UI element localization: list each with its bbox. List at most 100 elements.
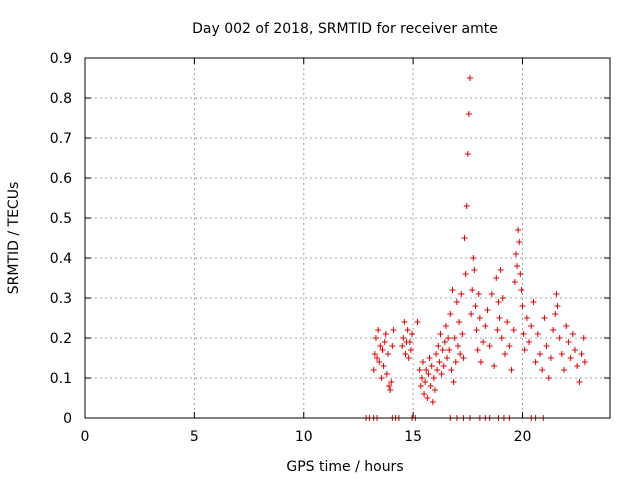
data-point — [400, 335, 407, 341]
x-tick-label: 0 — [81, 429, 90, 445]
data-point — [461, 235, 468, 241]
data-point — [427, 383, 434, 389]
data-point — [484, 307, 491, 313]
data-point — [404, 327, 411, 333]
data-point — [534, 331, 541, 337]
data-point — [465, 111, 472, 117]
data-point — [380, 363, 387, 369]
data-point — [526, 339, 533, 345]
x-tick-label: 15 — [404, 429, 422, 445]
data-point — [405, 355, 412, 361]
data-point — [565, 339, 572, 345]
data-point — [519, 303, 526, 309]
data-point — [434, 367, 441, 373]
data-point — [578, 351, 585, 357]
data-point — [558, 351, 565, 357]
data-point — [470, 255, 477, 261]
data-point — [452, 359, 459, 365]
y-tick-label: 0.3 — [50, 291, 72, 307]
data-point — [506, 343, 513, 349]
data-point — [510, 327, 517, 333]
data-point — [468, 311, 475, 317]
data-point — [556, 335, 563, 341]
data-point — [539, 367, 546, 373]
data-point — [442, 323, 449, 329]
data-point — [441, 339, 448, 345]
data-point — [383, 371, 390, 377]
data-point — [563, 323, 570, 329]
data-point — [511, 279, 518, 285]
data-point — [462, 271, 469, 277]
data-point — [512, 251, 519, 257]
data-point — [502, 351, 508, 357]
chart-title: Day 002 of 2018, SRMTID for receiver amt… — [192, 21, 498, 37]
data-point — [445, 335, 452, 341]
data-point — [446, 347, 453, 353]
data-point — [581, 359, 588, 365]
data-point — [438, 371, 445, 377]
data-point — [401, 319, 408, 325]
data-point — [414, 319, 421, 325]
data-point — [389, 343, 396, 349]
data-point — [448, 367, 455, 373]
data-point — [541, 315, 548, 321]
data-point — [426, 355, 433, 361]
data-point — [440, 363, 447, 369]
data-point — [474, 347, 481, 353]
data-point — [516, 239, 523, 245]
data-point — [528, 323, 535, 329]
data-point — [417, 383, 424, 389]
data-point — [456, 319, 463, 325]
data-point — [451, 335, 458, 341]
data-point — [439, 347, 446, 353]
data-point — [569, 331, 576, 337]
x-tick-label: 10 — [295, 429, 313, 445]
data-point — [399, 343, 406, 349]
data-point — [386, 383, 393, 389]
data-point — [370, 367, 377, 373]
data-point — [493, 275, 500, 281]
data-point — [491, 363, 498, 369]
y-tick-label: 0 — [63, 411, 72, 427]
data-point — [580, 335, 587, 341]
data-point — [475, 291, 482, 297]
data-point — [497, 267, 504, 273]
data-point — [384, 351, 391, 357]
data-point — [422, 379, 429, 385]
data-point — [537, 351, 543, 357]
data-point — [498, 335, 505, 341]
data-point — [561, 367, 568, 373]
data-point — [388, 379, 395, 385]
data-point — [471, 267, 478, 273]
data-point — [450, 379, 457, 385]
data-point — [387, 387, 394, 393]
data-point — [430, 375, 437, 381]
data-point — [381, 339, 388, 345]
data-point — [372, 335, 379, 341]
data-point — [504, 319, 511, 325]
data-point — [477, 359, 484, 365]
data-point — [543, 343, 550, 349]
data-point — [457, 351, 464, 357]
data-point — [458, 291, 465, 297]
data-point — [382, 331, 389, 337]
data-point — [447, 311, 454, 317]
data-point — [508, 367, 515, 373]
data-point — [419, 359, 426, 365]
data-point — [514, 263, 521, 269]
data-point — [576, 379, 583, 385]
data-point — [435, 343, 442, 349]
data-point — [432, 387, 438, 393]
y-tick-label: 0.4 — [50, 251, 72, 267]
data-point — [550, 327, 557, 333]
data-point — [459, 331, 466, 337]
data-point — [371, 351, 378, 357]
data-point — [476, 315, 483, 321]
x-tick-label: 5 — [190, 429, 199, 445]
data-point — [574, 363, 581, 369]
data-point — [515, 227, 522, 233]
data-point — [402, 351, 409, 357]
data-point — [480, 339, 487, 345]
data-point — [453, 299, 460, 305]
y-tick-label: 0.5 — [50, 211, 72, 227]
